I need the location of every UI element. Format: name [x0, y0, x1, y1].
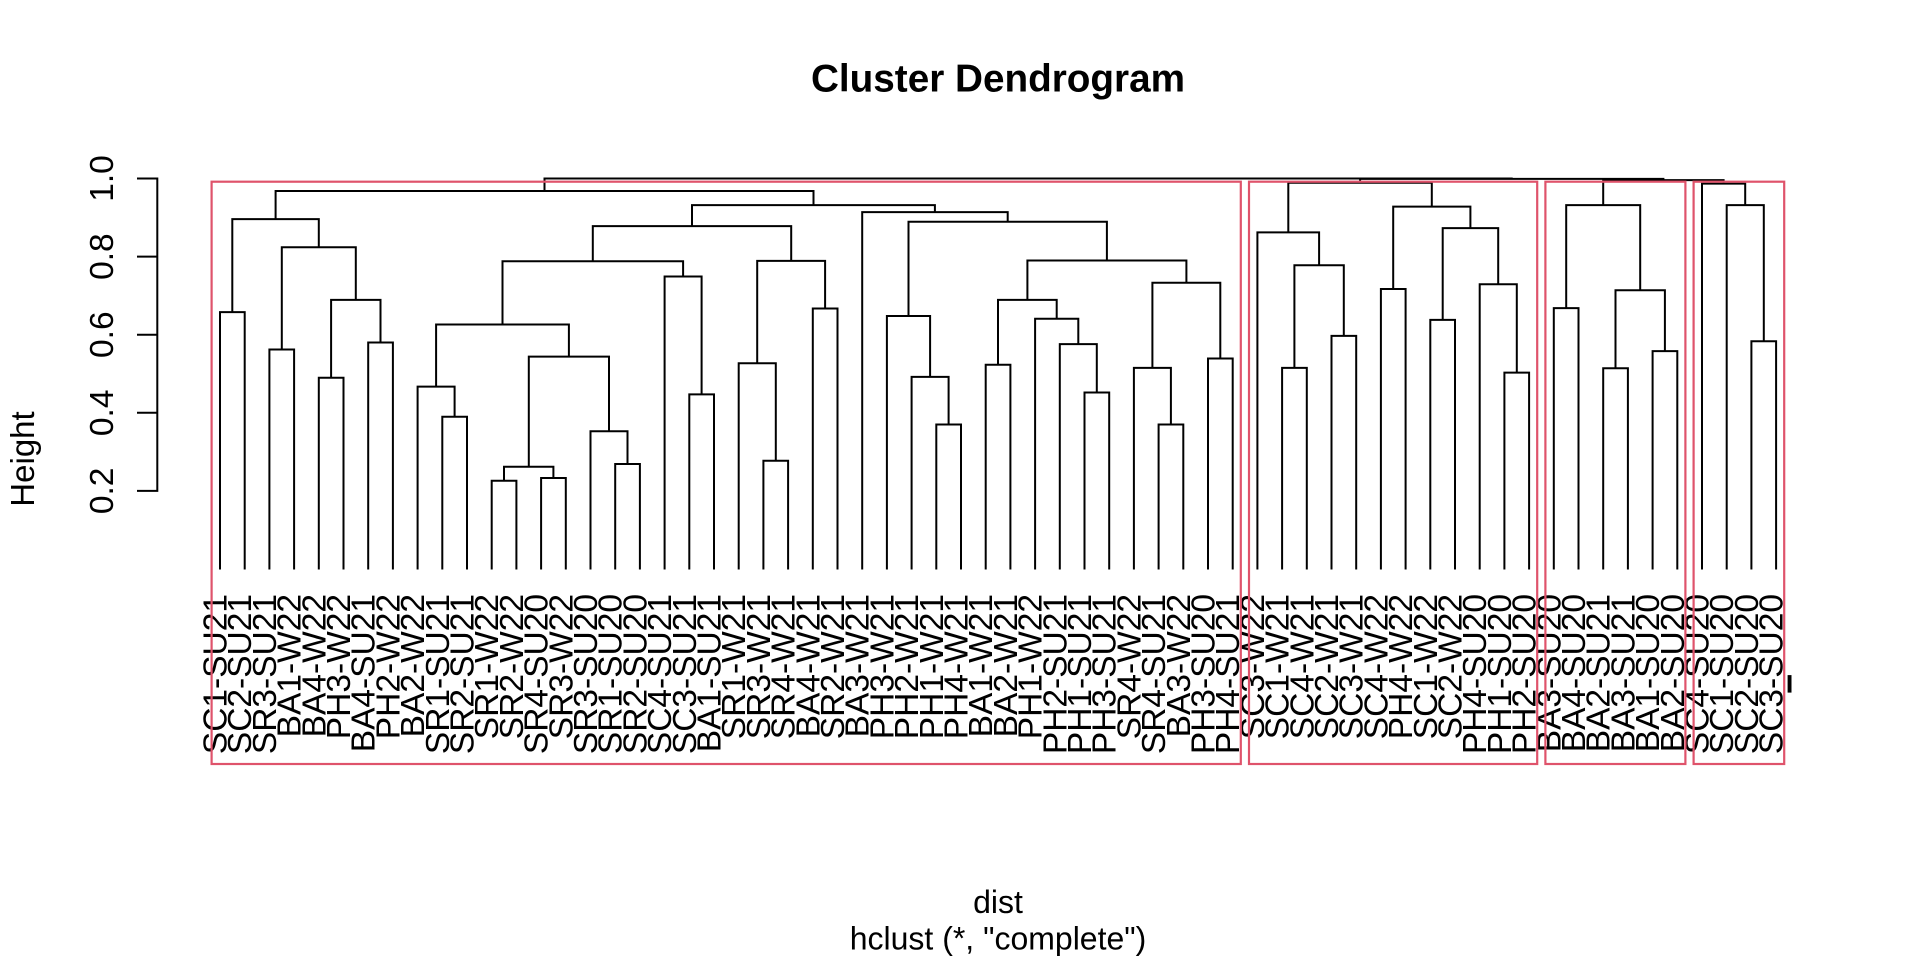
svg-text:SR3-SU20: SR3-SU20	[568, 594, 605, 754]
svg-text:SC2-W21: SC2-W21	[1309, 594, 1346, 739]
svg-text:BA1-SU20: BA1-SU20	[1630, 594, 1667, 752]
svg-text:SC2-W22: SC2-W22	[1433, 594, 1470, 739]
svg-text:0.2: 0.2	[84, 468, 121, 515]
svg-text:BA2-SU21: BA2-SU21	[1581, 594, 1618, 752]
svg-text:BA4-W21: BA4-W21	[790, 594, 827, 737]
svg-text:PH4-W22: PH4-W22	[1383, 594, 1420, 739]
svg-text:SR1-SU21: SR1-SU21	[420, 594, 457, 754]
svg-text:PH1-W22: PH1-W22	[1013, 594, 1050, 739]
svg-text:BA2-W21: BA2-W21	[988, 594, 1025, 737]
svg-text:BA1-SU21: BA1-SU21	[692, 594, 729, 752]
svg-text:SR3-SU21: SR3-SU21	[247, 594, 284, 754]
svg-text:SR4-W21: SR4-W21	[766, 594, 803, 739]
svg-text:BA1-W22: BA1-W22	[272, 594, 309, 737]
svg-text:PH4-SU20: PH4-SU20	[1457, 594, 1494, 754]
svg-text:SR4-SU20: SR4-SU20	[519, 594, 556, 754]
svg-text:PH4-W21: PH4-W21	[939, 594, 976, 739]
svg-text:SC3-SU21: SC3-SU21	[667, 594, 704, 754]
svg-text:SR2-W22: SR2-W22	[494, 594, 531, 739]
svg-text:PH3-SU20: PH3-SU20	[1186, 594, 1223, 754]
svg-text:Height: Height	[4, 411, 41, 506]
svg-text:SC1-SU21: SC1-SU21	[198, 594, 235, 754]
svg-text:SC2-SU20: SC2-SU20	[1729, 594, 1766, 754]
svg-text:PH2-W22: PH2-W22	[370, 594, 407, 739]
svg-text:BA4-W22: BA4-W22	[296, 594, 333, 737]
svg-text:SC4-W22: SC4-W22	[1358, 594, 1395, 739]
svg-text:SR2-SU20: SR2-SU20	[617, 594, 654, 754]
svg-text:SR3-W21: SR3-W21	[741, 594, 778, 739]
svg-text:SR2-SU21: SR2-SU21	[445, 594, 482, 754]
svg-text:SR2-W21: SR2-W21	[815, 594, 852, 739]
svg-text:BA2-W22: BA2-W22	[395, 594, 432, 737]
svg-text:hclust (*, "complete"): hclust (*, "complete")	[850, 921, 1147, 957]
svg-text:0.4: 0.4	[84, 390, 121, 437]
svg-text:BA4-SU20: BA4-SU20	[1556, 594, 1593, 752]
svg-text:SC1-W21: SC1-W21	[1260, 594, 1297, 739]
svg-text:SR4-W22: SR4-W22	[1111, 594, 1148, 739]
svg-text:SC1-SU20: SC1-SU20	[1704, 594, 1741, 754]
svg-text:BA1-W21: BA1-W21	[963, 594, 1000, 737]
svg-text:SC4-W21: SC4-W21	[1284, 594, 1321, 739]
svg-text:BA3-W21: BA3-W21	[840, 594, 877, 737]
svg-text:SC4-SU21: SC4-SU21	[642, 594, 679, 754]
svg-text:SR1-SU20: SR1-SU20	[593, 594, 630, 754]
svg-text:BA3-W22: BA3-W22	[1161, 594, 1198, 737]
svg-text:SR1-W22: SR1-W22	[469, 594, 506, 739]
svg-text:1.0: 1.0	[84, 155, 121, 202]
svg-text:PH3-W21: PH3-W21	[864, 594, 901, 739]
svg-text:PH2-SU21: PH2-SU21	[1037, 594, 1074, 754]
svg-text:0.6: 0.6	[84, 311, 121, 358]
svg-text:0.8: 0.8	[84, 233, 121, 280]
svg-text:SC2-SU21: SC2-SU21	[222, 594, 259, 754]
svg-text:SC3-W21: SC3-W21	[1334, 594, 1371, 739]
svg-text:BA4-SU21: BA4-SU21	[346, 594, 383, 752]
svg-text:SR1-W21: SR1-W21	[716, 594, 753, 739]
svg-text:BA3-SU21: BA3-SU21	[1605, 594, 1642, 752]
svg-text:PH1-SU20: PH1-SU20	[1482, 594, 1519, 754]
svg-text:PH3-SU21: PH3-SU21	[1087, 594, 1124, 754]
svg-text:Cluster Dendrogram: Cluster Dendrogram	[811, 58, 1185, 101]
svg-text:PH2-W21: PH2-W21	[889, 594, 926, 739]
svg-text:dist: dist	[973, 884, 1023, 920]
svg-text:PH1-W21: PH1-W21	[914, 594, 951, 739]
svg-text:PH3-W22: PH3-W22	[321, 594, 358, 739]
svg-text:PH1-SU21: PH1-SU21	[1062, 594, 1099, 754]
svg-text:SC1-W22: SC1-W22	[1408, 594, 1445, 739]
svg-text:SR3-W22: SR3-W22	[543, 594, 580, 739]
svg-text:SR4-SU21: SR4-SU21	[1136, 594, 1173, 754]
